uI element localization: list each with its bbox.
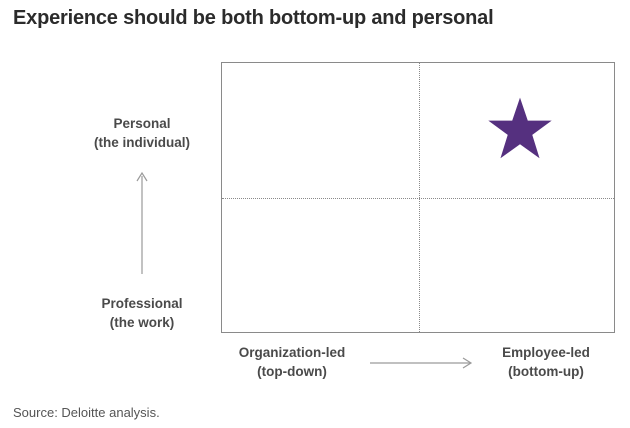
y-axis-bottom-label: Professional (the work) bbox=[72, 294, 212, 332]
quadrant-grid bbox=[221, 62, 615, 333]
arrow-up-icon bbox=[136, 171, 148, 274]
horizontal-divider bbox=[222, 198, 614, 199]
x-axis-right-label: Employee-led (bottom-up) bbox=[476, 343, 616, 381]
x-axis-left-label: Organization-led (top-down) bbox=[222, 343, 362, 381]
y-axis-top-label-line2: (the individual) bbox=[94, 135, 190, 150]
y-axis-top-label-line1: Personal bbox=[113, 116, 171, 131]
star-icon bbox=[488, 97, 552, 159]
y-axis-bottom-label-line2: (the work) bbox=[109, 315, 175, 330]
vertical-divider bbox=[419, 63, 420, 332]
y-axis-bottom-label-line1: Professional bbox=[101, 296, 183, 311]
y-axis-top-label: Personal (the individual) bbox=[72, 114, 212, 152]
x-axis-right-label-line2: (bottom-up) bbox=[508, 364, 584, 379]
x-axis-left-label-line2: (top-down) bbox=[257, 364, 327, 379]
source-note: Source: Deloitte analysis. bbox=[13, 405, 160, 420]
x-axis-right-label-line1: Employee-led bbox=[502, 345, 590, 360]
x-axis-left-label-line1: Organization-led bbox=[238, 345, 346, 360]
diagram-title: Experience should be both bottom-up and … bbox=[13, 7, 494, 29]
star-shape bbox=[488, 97, 552, 159]
arrow-right-icon bbox=[370, 357, 473, 369]
